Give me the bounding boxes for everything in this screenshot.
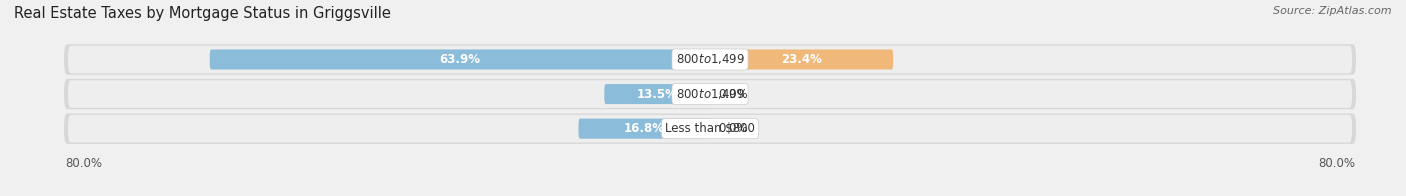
FancyBboxPatch shape xyxy=(578,119,710,139)
Text: Source: ZipAtlas.com: Source: ZipAtlas.com xyxy=(1274,6,1392,16)
FancyBboxPatch shape xyxy=(209,49,710,70)
FancyBboxPatch shape xyxy=(65,113,1355,144)
FancyBboxPatch shape xyxy=(605,84,710,104)
Text: 0.0%: 0.0% xyxy=(718,122,748,135)
Text: 23.4%: 23.4% xyxy=(782,53,823,66)
FancyBboxPatch shape xyxy=(67,46,1353,73)
Text: Less than $800: Less than $800 xyxy=(665,122,755,135)
Text: Real Estate Taxes by Mortgage Status in Griggsville: Real Estate Taxes by Mortgage Status in … xyxy=(14,6,391,21)
FancyBboxPatch shape xyxy=(67,115,1353,142)
FancyBboxPatch shape xyxy=(67,80,1353,108)
Text: $800 to $1,499: $800 to $1,499 xyxy=(675,87,745,101)
Text: 63.9%: 63.9% xyxy=(439,53,481,66)
Text: 13.5%: 13.5% xyxy=(637,88,678,101)
FancyBboxPatch shape xyxy=(710,49,893,70)
FancyBboxPatch shape xyxy=(65,79,1355,109)
FancyBboxPatch shape xyxy=(65,44,1355,75)
Text: 16.8%: 16.8% xyxy=(624,122,665,135)
Text: $800 to $1,499: $800 to $1,499 xyxy=(675,53,745,66)
Text: 0.0%: 0.0% xyxy=(718,88,748,101)
